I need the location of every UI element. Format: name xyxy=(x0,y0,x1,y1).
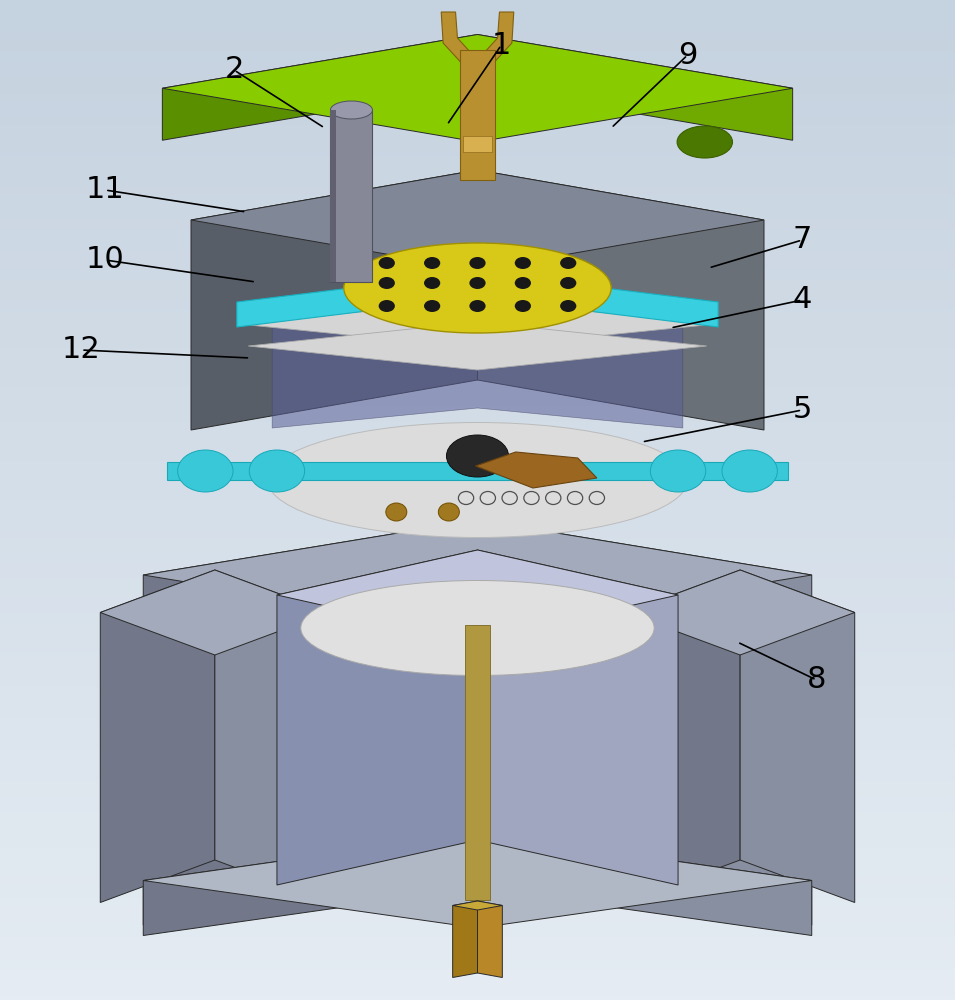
Text: 7: 7 xyxy=(793,226,812,254)
Text: 2: 2 xyxy=(224,55,244,85)
Polygon shape xyxy=(143,520,478,925)
Text: 12: 12 xyxy=(62,336,100,364)
Polygon shape xyxy=(277,550,678,640)
Text: 1: 1 xyxy=(492,30,511,60)
Polygon shape xyxy=(272,280,683,428)
Ellipse shape xyxy=(330,101,372,119)
Ellipse shape xyxy=(378,277,395,289)
Ellipse shape xyxy=(344,243,611,333)
Ellipse shape xyxy=(267,422,688,538)
Ellipse shape xyxy=(515,300,531,312)
Bar xyxy=(460,50,495,180)
Polygon shape xyxy=(191,170,478,430)
Polygon shape xyxy=(167,462,788,480)
Polygon shape xyxy=(740,570,855,903)
Ellipse shape xyxy=(515,257,531,269)
Ellipse shape xyxy=(438,503,459,521)
Polygon shape xyxy=(191,170,764,270)
Ellipse shape xyxy=(424,277,440,289)
Polygon shape xyxy=(100,570,215,903)
Ellipse shape xyxy=(424,300,440,312)
Polygon shape xyxy=(478,550,678,885)
Polygon shape xyxy=(478,34,793,140)
Ellipse shape xyxy=(722,450,777,492)
Bar xyxy=(330,110,372,282)
Polygon shape xyxy=(143,833,812,928)
Polygon shape xyxy=(441,12,514,68)
Ellipse shape xyxy=(378,257,395,269)
Polygon shape xyxy=(453,901,502,910)
Polygon shape xyxy=(626,570,855,655)
Ellipse shape xyxy=(446,435,509,477)
Text: 9: 9 xyxy=(678,40,697,70)
Polygon shape xyxy=(162,34,793,142)
Ellipse shape xyxy=(515,277,531,289)
Ellipse shape xyxy=(424,257,440,269)
Polygon shape xyxy=(478,901,502,978)
Text: 5: 5 xyxy=(793,395,812,424)
Ellipse shape xyxy=(560,257,576,269)
Polygon shape xyxy=(478,833,812,936)
Ellipse shape xyxy=(650,450,706,492)
Polygon shape xyxy=(239,300,716,348)
Polygon shape xyxy=(478,520,812,925)
Ellipse shape xyxy=(560,277,576,289)
Polygon shape xyxy=(277,550,478,885)
Polygon shape xyxy=(143,833,478,936)
Ellipse shape xyxy=(560,300,576,312)
Polygon shape xyxy=(330,110,336,282)
Polygon shape xyxy=(162,34,478,140)
Text: 10: 10 xyxy=(86,245,124,274)
Ellipse shape xyxy=(470,277,486,289)
Ellipse shape xyxy=(378,300,395,312)
Polygon shape xyxy=(556,282,718,327)
Polygon shape xyxy=(478,170,764,430)
Ellipse shape xyxy=(470,300,486,312)
Polygon shape xyxy=(476,452,597,488)
Text: 8: 8 xyxy=(807,666,826,694)
Polygon shape xyxy=(453,901,478,978)
Ellipse shape xyxy=(301,580,654,676)
Text: 4: 4 xyxy=(793,286,812,314)
Ellipse shape xyxy=(677,126,732,158)
Ellipse shape xyxy=(178,450,233,492)
Polygon shape xyxy=(237,282,399,327)
Polygon shape xyxy=(143,520,812,630)
Polygon shape xyxy=(626,570,740,903)
Polygon shape xyxy=(100,570,329,655)
Polygon shape xyxy=(215,570,329,903)
Ellipse shape xyxy=(470,257,486,269)
Polygon shape xyxy=(248,322,707,370)
Bar xyxy=(463,136,492,152)
Text: 11: 11 xyxy=(86,176,124,205)
Ellipse shape xyxy=(386,503,407,521)
Bar xyxy=(465,625,490,900)
Ellipse shape xyxy=(249,450,305,492)
